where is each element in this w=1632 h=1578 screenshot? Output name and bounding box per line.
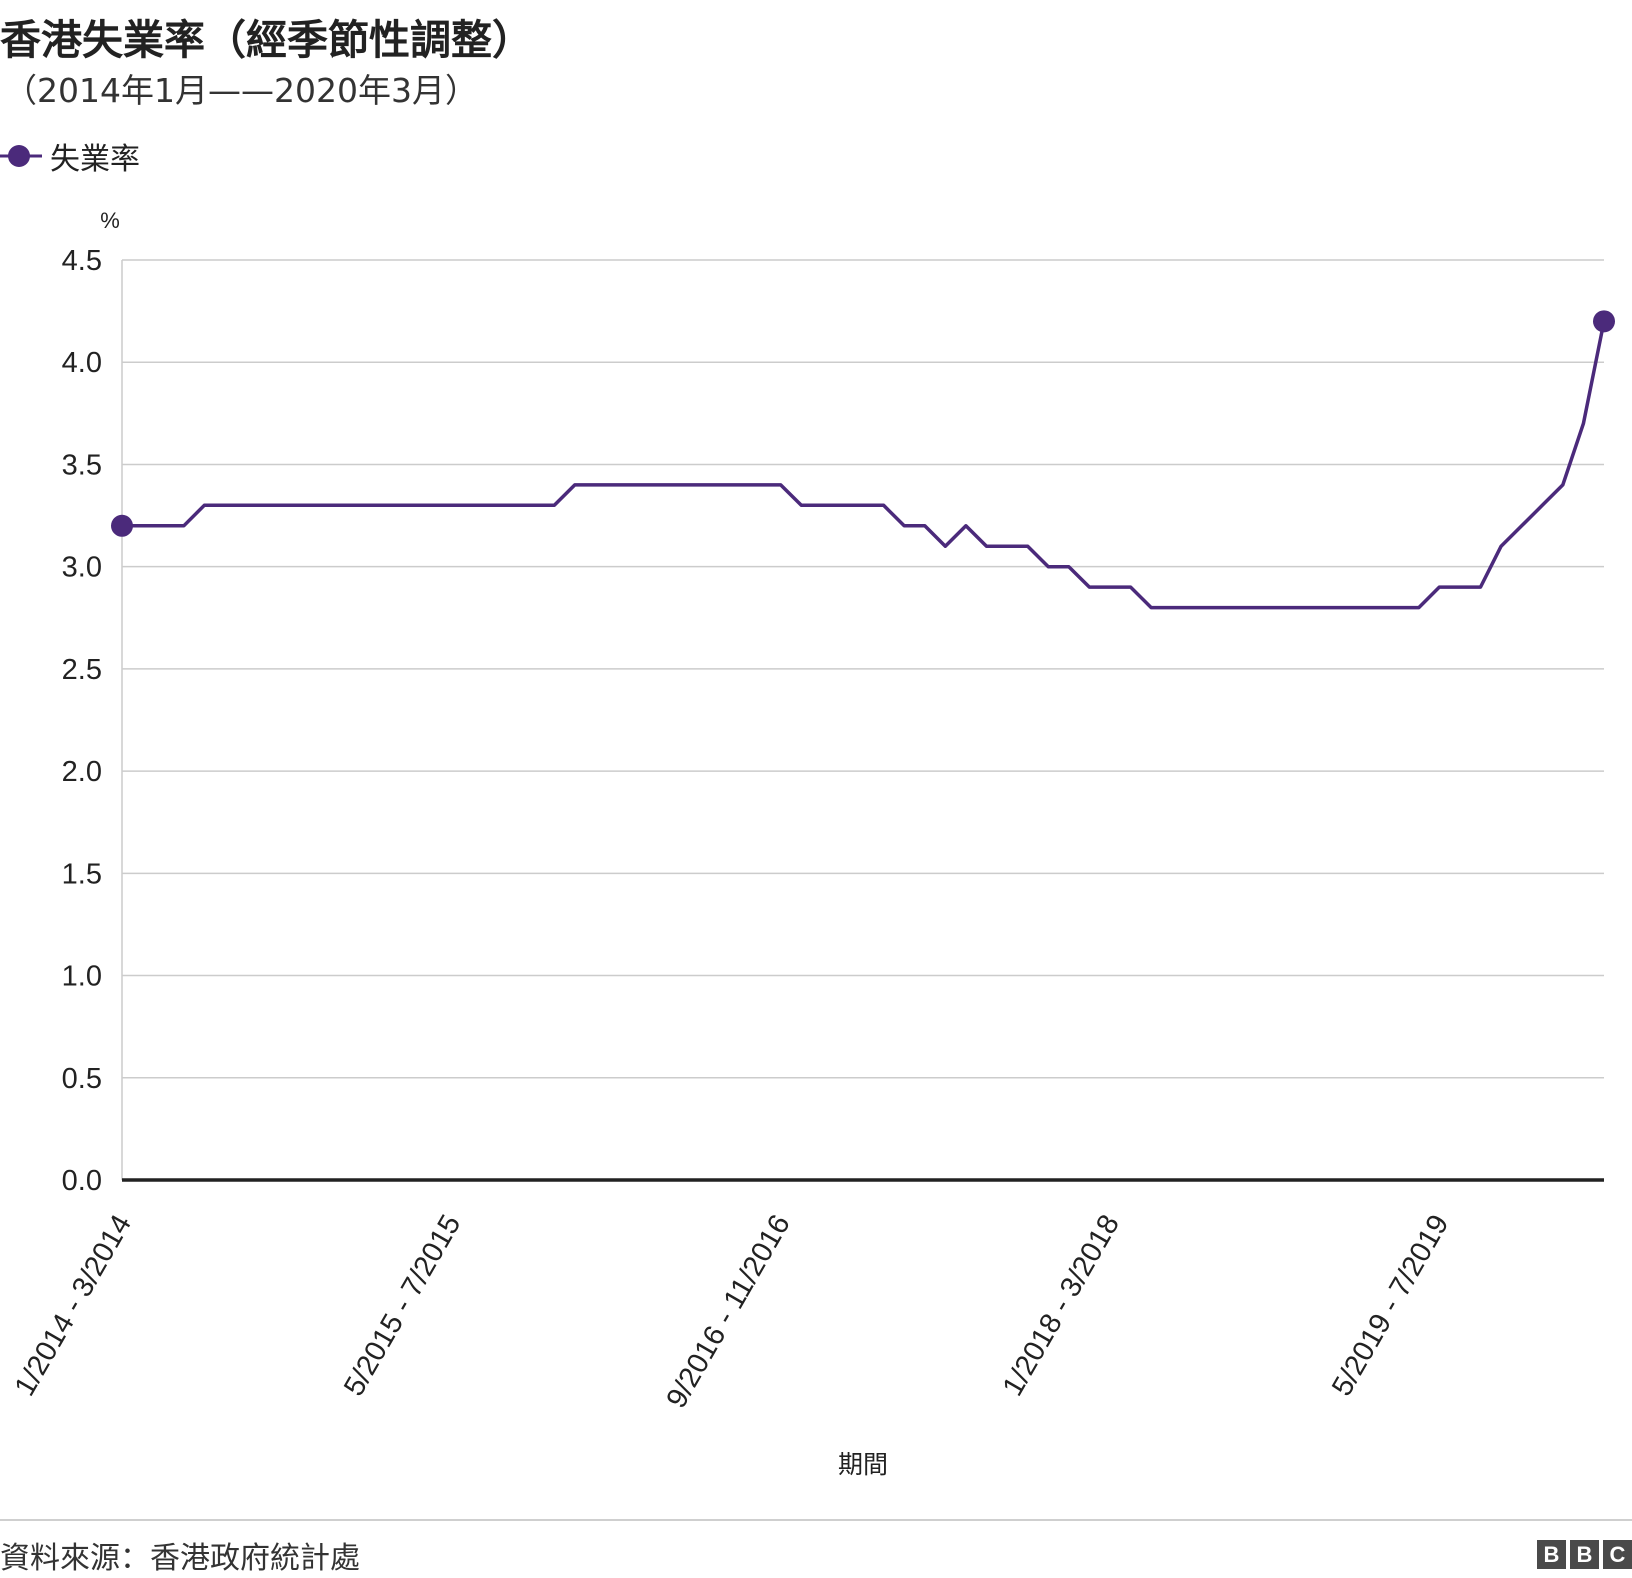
footer-divider [0,1519,1632,1521]
line-chart: 0.0 0.5 1.0 1.5 2.0 2.5 3.0 3.5 4.0 4.5% 1/2014 - … [9,208,1615,1479]
y-tick-label: 2.5 [62,654,102,686]
y-tick-label: 1.0 [62,961,102,993]
legend: 失業率 [0,136,140,177]
y-tick-label: 1.5 [62,858,102,890]
logo-letter: B [1570,1540,1599,1569]
bbc-logo: B B C [1537,1540,1632,1569]
data-point-end [1593,310,1615,333]
x-tick-label: 1/2014 - 3/2014 [9,1210,138,1402]
chart-title: 香港失業率（經季節性調整） [0,16,533,64]
y-tick-label: 2.0 [62,756,102,788]
logo-letter: C [1603,1540,1632,1569]
y-tick-label: 0.0 [62,1165,102,1197]
source-note: 資料來源：香港政府統計處 [0,1541,360,1576]
logo-letter: B [1537,1540,1566,1569]
x-axis-label: 期間 [838,1451,888,1479]
x-tick-label: 1/2018 - 3/2018 [997,1210,1126,1402]
y-tick-label: 3.0 [62,552,102,584]
x-tick-label: 5/2019 - 7/2019 [1326,1210,1455,1402]
chart-subtitle: （2014年1月——2020年3月） [4,71,478,110]
y-tick-label: 4.0 [62,347,102,379]
y-tick-label: 0.5 [62,1063,102,1095]
y-tick-label: 4.5 [62,245,102,277]
y-tick-label: 3.5 [62,449,102,481]
series-line-unemployment-rate [120,319,1606,610]
x-tick-label: 5/2015 - 7/2015 [338,1210,467,1402]
data-point-start [111,514,133,537]
x-tick-label: 9/2016 - 11/2016 [660,1210,796,1414]
legend-marker-icon [0,145,42,167]
legend-label: 失業率 [50,142,140,177]
y-axis-unit: % [100,208,120,233]
